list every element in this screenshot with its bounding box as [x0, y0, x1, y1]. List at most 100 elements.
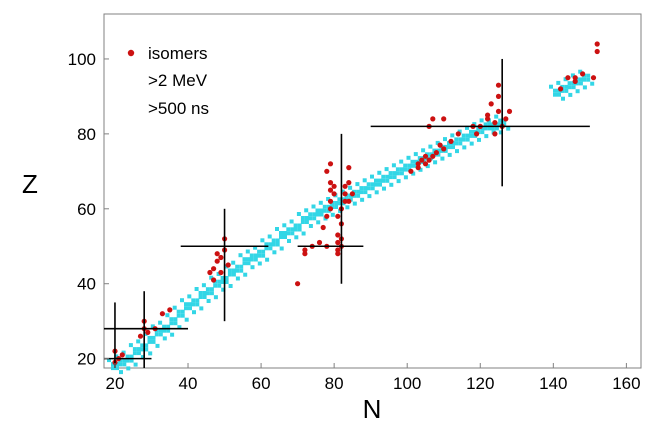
isomer-point — [295, 281, 301, 287]
isomer-point — [207, 269, 213, 276]
stable-point — [119, 370, 123, 375]
stable-point — [395, 171, 400, 176]
stable-point — [461, 137, 466, 142]
y-axis-title: Z — [22, 169, 38, 199]
stable-point — [199, 306, 204, 311]
stable-point — [227, 268, 232, 273]
stable-point — [399, 167, 404, 172]
stable-point — [359, 186, 364, 191]
stable-point — [294, 235, 299, 240]
stable-point — [165, 313, 170, 318]
stable-point — [378, 182, 382, 187]
isomer-point — [316, 239, 323, 246]
stable-point — [202, 295, 207, 299]
stable-point — [114, 354, 119, 359]
stable-point — [176, 309, 181, 314]
isomer-point — [346, 165, 352, 171]
stable-point — [429, 152, 434, 157]
stable-point — [115, 362, 119, 367]
stable-point — [455, 149, 459, 154]
isomer-point — [408, 168, 414, 174]
stable-point — [293, 227, 298, 232]
stable-point — [370, 186, 375, 191]
stable-point — [418, 167, 423, 172]
stable-point — [477, 137, 481, 142]
stable-point — [570, 73, 575, 78]
stable-point — [440, 156, 445, 161]
stable-point — [151, 335, 156, 340]
stable-point — [147, 335, 152, 340]
stable-point — [136, 339, 141, 344]
isomer-point — [335, 232, 341, 238]
isomer-point — [225, 262, 231, 268]
stable-point — [367, 194, 372, 199]
stable-point — [125, 354, 130, 359]
isomer-point — [137, 333, 144, 339]
isomer-point — [485, 116, 491, 122]
isomer-point — [331, 191, 337, 197]
stable-nuclei-series — [107, 69, 595, 375]
x-tick-label: 60 — [252, 374, 271, 393]
stable-point — [140, 355, 145, 360]
stable-point — [377, 170, 382, 175]
isomer-point — [419, 157, 425, 163]
stable-point — [498, 130, 503, 135]
stable-point — [155, 343, 160, 348]
stable-point — [177, 325, 182, 330]
stable-point — [443, 137, 447, 142]
stable-point — [582, 85, 587, 90]
stable-point — [162, 328, 167, 333]
stable-point — [250, 265, 255, 270]
stable-point — [553, 88, 557, 93]
isomer-point — [594, 48, 600, 55]
stable-point — [136, 347, 141, 352]
isomer-point — [422, 153, 429, 159]
stable-point — [300, 220, 305, 224]
stable-point — [578, 81, 583, 86]
stable-point — [334, 201, 339, 205]
isomer-point — [455, 131, 461, 137]
stable-point — [261, 249, 266, 254]
stable-point — [564, 84, 569, 89]
stable-point — [194, 287, 199, 291]
stable-point — [322, 208, 327, 213]
stable-point — [374, 190, 379, 195]
stable-point — [173, 317, 178, 322]
stable-point — [147, 339, 152, 344]
stable-point — [432, 148, 437, 153]
isomer-point — [594, 41, 600, 47]
isomer-point — [590, 75, 597, 81]
stable-point — [578, 77, 583, 82]
stable-point — [337, 201, 342, 206]
stable-point — [582, 77, 587, 82]
isomer-point — [422, 161, 429, 167]
isomer-point — [335, 239, 341, 246]
stable-point — [238, 253, 243, 258]
stable-point — [192, 310, 196, 315]
stable-point — [428, 144, 433, 149]
stable-point — [279, 231, 283, 235]
stable-point — [382, 186, 386, 191]
stable-point — [410, 163, 415, 168]
stable-point — [297, 223, 302, 228]
stable-point — [235, 276, 240, 281]
stable-point — [480, 130, 485, 135]
stable-point — [417, 156, 422, 161]
stable-point — [447, 152, 452, 157]
stable-point — [487, 122, 492, 127]
stable-point — [290, 231, 295, 236]
stable-point — [279, 246, 284, 251]
y-tick-label: 20 — [77, 350, 96, 369]
stable-point — [410, 159, 415, 164]
stable-point — [228, 284, 233, 288]
stable-point — [337, 197, 342, 202]
stable-point — [560, 88, 565, 93]
stable-point — [125, 358, 130, 363]
stable-point — [340, 189, 345, 194]
isomer-point — [506, 108, 513, 114]
stable-point — [567, 81, 572, 86]
stable-point — [450, 133, 455, 138]
isomer-point — [327, 187, 334, 193]
stable-point — [479, 118, 484, 123]
